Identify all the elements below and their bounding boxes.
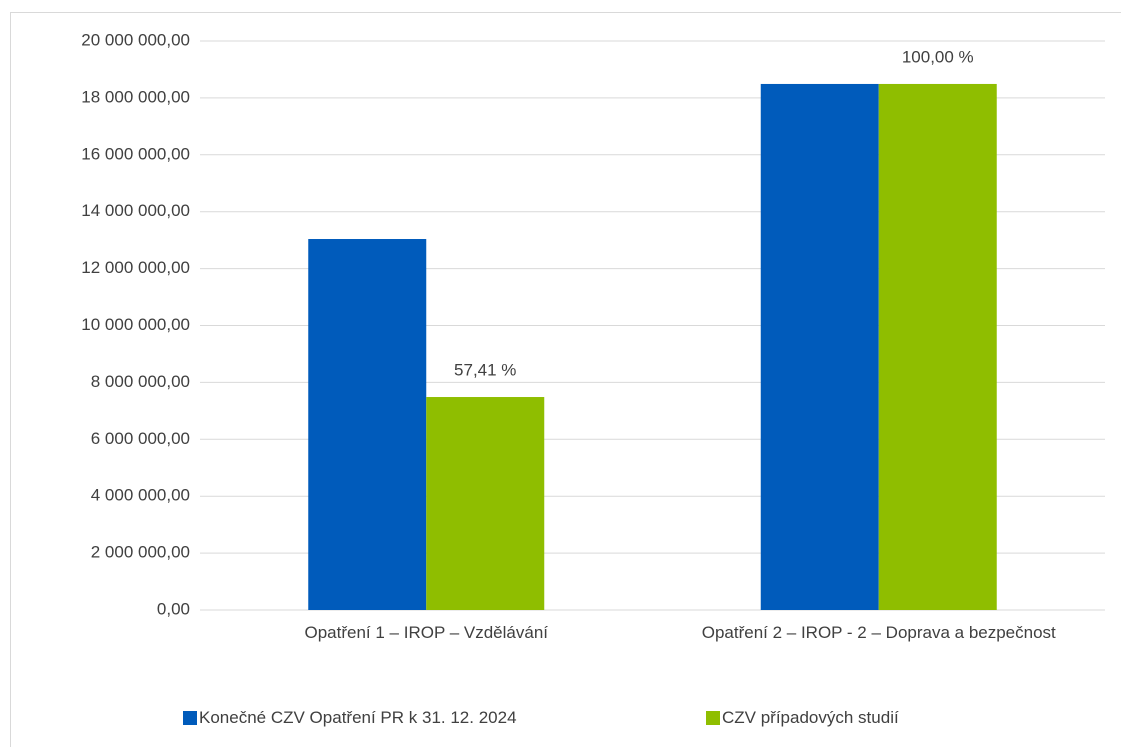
bar [426,397,545,610]
bar [878,83,997,611]
x-tick-label: Opatření 1 – IROP – Vzdělávání [304,623,549,642]
y-tick-label: 18 000 000,00 [81,87,190,106]
y-tick-label: 14 000 000,00 [81,201,190,220]
data-label: 57,41 % [454,361,516,380]
legend-label: Konečné CZV Opatření PR k 31. 12. 2024 [199,708,517,727]
y-tick-label: 8 000 000,00 [91,372,190,391]
legend-swatch [183,711,197,725]
legend-swatch [706,711,720,725]
y-tick-label: 20 000 000,00 [81,30,190,49]
data-label: 100,00 % [902,47,974,66]
legend-label: CZV případových studií [722,708,899,727]
bar [308,239,427,610]
y-tick-label: 0,00 [157,599,190,618]
y-tick-label: 6 000 000,00 [91,429,190,448]
chart-frame [10,12,1121,747]
y-tick-label: 12 000 000,00 [81,258,190,277]
y-tick-label: 4 000 000,00 [91,486,190,505]
bar [760,83,879,611]
y-tick-label: 16 000 000,00 [81,144,190,163]
y-tick-label: 2 000 000,00 [91,543,190,562]
y-tick-label: 10 000 000,00 [81,315,190,334]
x-tick-label: Opatření 2 – IROP - 2 – Doprava a bezpeč… [701,623,1056,642]
